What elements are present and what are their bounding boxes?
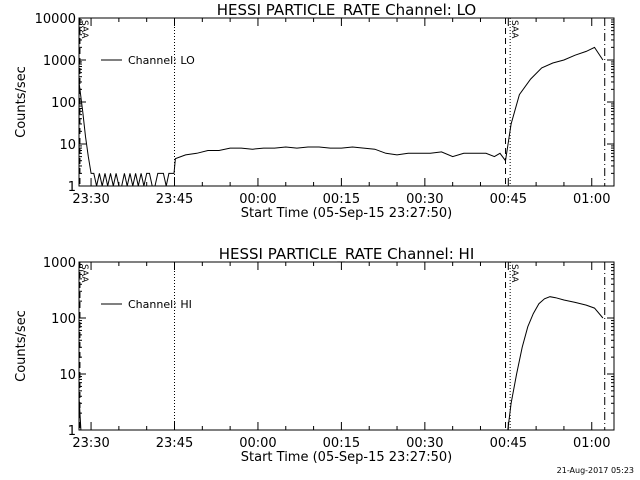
panel-1-x-tick-label: 00:45 (490, 192, 527, 207)
panel-1-x-tick-label: 23:45 (156, 192, 193, 207)
panel-2-x-tick-label: 00:00 (239, 436, 276, 451)
panel-2-saa-annotation: SAA (509, 264, 519, 283)
panel-2-x-tick-label: 23:45 (156, 436, 193, 451)
panel-1-y-tick-label: 1 (68, 180, 76, 195)
panel-2-y-axis-label: Counts/sec (14, 310, 29, 382)
panel-1-x-tick-label: 00:15 (323, 192, 360, 207)
panel-2-x-tick-label: 00:45 (490, 436, 527, 451)
panel-2-y-tick-label: 100 (51, 312, 76, 327)
panel-2-x-tick-label: 00:30 (406, 436, 443, 451)
panel-1-x-axis-label: Start Time (05-Sep-15 23:27:50) (241, 206, 452, 221)
panel-1-x-tick-label: 00:30 (406, 192, 443, 207)
panel-2-series-line (78, 296, 604, 431)
panel-1-y-tick-label: 10 (59, 138, 76, 153)
panel-2-x-tick-label: 01:00 (573, 436, 610, 451)
panel-1-plot-frame (78, 17, 615, 187)
panel-1-saa-annotation: SAA (509, 20, 519, 39)
panel-2-legend-label: Channel: HI (128, 298, 192, 311)
panel-2-x-tick-label: 23:30 (72, 436, 109, 451)
plot-timestamp: 21-Aug-2017 05:23 (556, 466, 634, 475)
panel-1-legend-label: Channel: LO (128, 54, 195, 67)
panel-2-y-tick-label: 1000 (43, 256, 76, 271)
panel-2-x-axis-label: Start Time (05-Sep-15 23:27:50) (241, 450, 452, 465)
panel-1-chart-title: HESSI PARTICLE_RATE Channel: LO (217, 1, 476, 20)
panel-2-chart-title: HESSI PARTICLE_RATE Channel: HI (219, 245, 475, 264)
panel-1-x-tick-label: 01:00 (573, 192, 610, 207)
panel-1-y-tick-label: 100 (51, 96, 76, 111)
panel-2-plot-frame (78, 261, 615, 431)
panel-1-saa-annotation: SAA (79, 20, 89, 39)
panel-1-series-line (78, 46, 604, 187)
panel-1-x-tick-label: 23:30 (72, 192, 109, 207)
panel-1-x-tick-label: 00:00 (239, 192, 276, 207)
panel-2-x-tick-label: 00:15 (323, 436, 360, 451)
panel-1-y-axis-label: Counts/sec (14, 66, 29, 138)
panel-1-y-tick-label: 1000 (43, 54, 76, 69)
panel-2-saa-annotation: SAA (79, 264, 89, 283)
panel-2-y-tick-label: 1 (68, 424, 76, 439)
panel-1-y-tick-label: 10000 (35, 12, 76, 27)
panel-2-y-tick-label: 10 (59, 368, 76, 383)
